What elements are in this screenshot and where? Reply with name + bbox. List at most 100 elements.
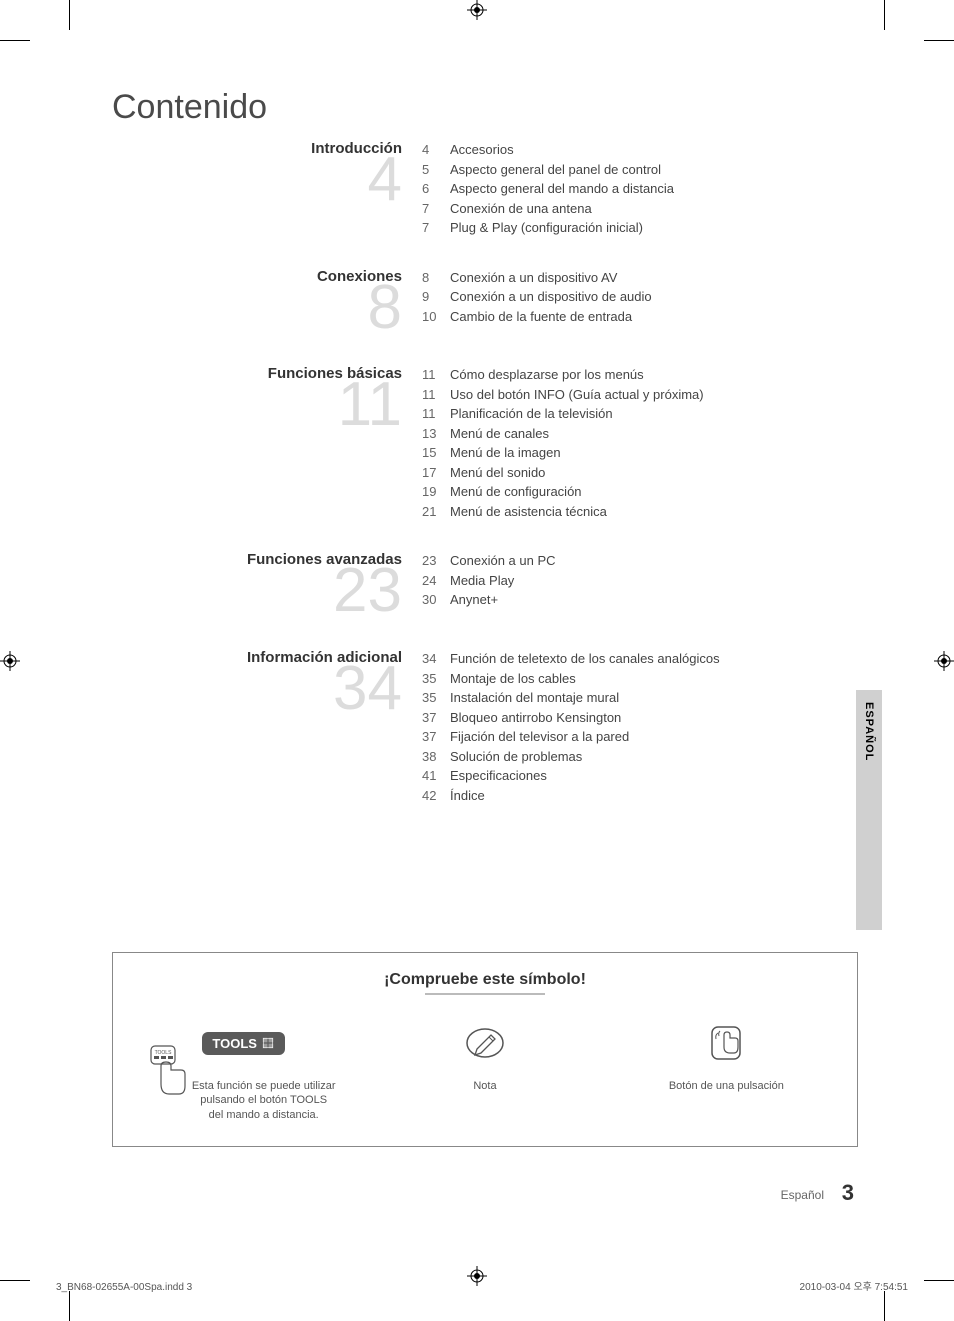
toc-item: 23Conexión a un PC bbox=[422, 551, 852, 571]
hand-remote-icon: TOOLS bbox=[141, 1044, 191, 1104]
toc-section: Conexiones 8 8Conexión a un dispositivo … bbox=[112, 268, 852, 336]
toc-item: 38Solución de problemas bbox=[422, 747, 852, 767]
tools-badge-icon: TOOLS bbox=[202, 1032, 285, 1055]
toc-item: 15Menú de la imagen bbox=[422, 443, 852, 463]
toc-item-page: 5 bbox=[422, 160, 450, 180]
symbol-desc-line: del mando a distancia. bbox=[163, 1108, 364, 1122]
toc-item: 35Instalación del montaje mural bbox=[422, 688, 852, 708]
toc-item-page: 21 bbox=[422, 502, 450, 522]
toc-item: 4Accesorios bbox=[422, 140, 852, 160]
toc-item-page: 24 bbox=[422, 571, 450, 591]
toc-item-page: 10 bbox=[422, 307, 450, 327]
toc-section: Funciones avanzadas 23 23Conexión a un P… bbox=[112, 551, 852, 619]
toc-item-page: 41 bbox=[422, 766, 450, 786]
toc-item-label: Aspecto general del panel de control bbox=[450, 160, 852, 180]
registration-mark-icon bbox=[467, 0, 487, 20]
toc-item: 11Planificación de la televisión bbox=[422, 404, 852, 424]
pencil-icon bbox=[465, 1023, 505, 1063]
toc-item-label: Montaje de los cables bbox=[450, 669, 852, 689]
toc-item-label: Aspecto general del mando a distancia bbox=[450, 179, 852, 199]
toc-item-label: Especificaciones bbox=[450, 766, 852, 786]
svg-text:TOOLS: TOOLS bbox=[155, 1050, 173, 1056]
toc-item: 30Anynet+ bbox=[422, 590, 852, 610]
registration-mark-icon bbox=[0, 651, 20, 671]
toc-item: 7Plug & Play (configuración inicial) bbox=[422, 218, 852, 238]
toc-item-page: 7 bbox=[422, 199, 450, 219]
crop-mark bbox=[0, 1280, 30, 1281]
toc-section-bignum: 23 bbox=[112, 563, 402, 619]
toc-item-label: Cambio de la fuente de entrada bbox=[450, 307, 852, 327]
toc-item-page: 30 bbox=[422, 590, 450, 610]
language-side-tab-label: ESPAÑOL bbox=[863, 702, 875, 761]
toc-item-label: Bloqueo antirrobo Kensington bbox=[450, 708, 852, 728]
toc-item-page: 38 bbox=[422, 747, 450, 767]
toc-item-label: Conexión a un dispositivo AV bbox=[450, 268, 852, 288]
toc-item: 42Índice bbox=[422, 786, 852, 806]
toc-item-page: 8 bbox=[422, 268, 450, 288]
toc-item-page: 11 bbox=[422, 365, 450, 385]
toc-item: 17Menú del sonido bbox=[422, 463, 852, 483]
page-title: Contenido bbox=[112, 88, 267, 127]
crop-mark bbox=[40, 0, 70, 30]
toc-item-label: Función de teletexto de los canales anal… bbox=[450, 649, 852, 669]
toc-item-page: 35 bbox=[422, 688, 450, 708]
crop-mark bbox=[884, 1291, 914, 1321]
toc-item: 34Función de teletexto de los canales an… bbox=[422, 649, 852, 669]
toc-item-label: Cómo desplazarse por los menús bbox=[450, 365, 852, 385]
toc-item-page: 11 bbox=[422, 385, 450, 405]
toc-item-page: 34 bbox=[422, 649, 450, 669]
toc-item-page: 9 bbox=[422, 287, 450, 307]
tools-glyph-icon bbox=[261, 1036, 275, 1050]
toc-item: 11Cómo desplazarse por los menús bbox=[422, 365, 852, 385]
toc-item: 21Menú de asistencia técnica bbox=[422, 502, 852, 522]
toc-item: 35Montaje de los cables bbox=[422, 669, 852, 689]
toc-item-label: Fijación del televisor a la pared bbox=[450, 727, 852, 747]
toc-item: 5Aspecto general del panel de control bbox=[422, 160, 852, 180]
toc-item: 13Menú de canales bbox=[422, 424, 852, 444]
divider bbox=[425, 993, 545, 995]
toc-item-label: Menú de canales bbox=[450, 424, 852, 444]
toc-item-page: 6 bbox=[422, 179, 450, 199]
toc-section-bignum: 11 bbox=[112, 377, 402, 433]
toc-item: 8Conexión a un dispositivo AV bbox=[422, 268, 852, 288]
toc-item-label: Accesorios bbox=[450, 140, 852, 160]
toc-item-page: 7 bbox=[422, 218, 450, 238]
toc-section-bignum: 8 bbox=[112, 280, 402, 336]
toc-item: 19Menú de configuración bbox=[422, 482, 852, 502]
symbol-legend-box: ¡Compruebe este símbolo! TOOLS TOOLS Est… bbox=[112, 952, 858, 1147]
table-of-contents: Introducción 4 4Accesorios 5Aspecto gene… bbox=[112, 140, 852, 835]
toc-item-page: 17 bbox=[422, 463, 450, 483]
toc-item: 37Fijación del televisor a la pared bbox=[422, 727, 852, 747]
hand-press-icon bbox=[706, 1023, 746, 1063]
toc-section-bignum: 34 bbox=[112, 661, 402, 717]
language-side-tab: ESPAÑOL bbox=[856, 690, 882, 930]
toc-item-label: Conexión a un PC bbox=[450, 551, 852, 571]
symbol-desc-line: pulsando el botón TOOLS bbox=[163, 1093, 364, 1107]
crop-mark bbox=[924, 1280, 954, 1281]
toc-item-label: Menú de configuración bbox=[450, 482, 852, 502]
toc-item-label: Uso del botón INFO (Guía actual y próxim… bbox=[450, 385, 852, 405]
footer-language-label: Español bbox=[781, 1188, 824, 1202]
toc-item-label: Conexión a un dispositivo de audio bbox=[450, 287, 852, 307]
toc-section: Introducción 4 4Accesorios 5Aspecto gene… bbox=[112, 140, 852, 238]
footer-page-number: 3 bbox=[842, 1180, 854, 1206]
toc-item-page: 13 bbox=[422, 424, 450, 444]
toc-item-label: Anynet+ bbox=[450, 590, 852, 610]
toc-section-bignum: 4 bbox=[112, 152, 402, 208]
toc-item: 24Media Play bbox=[422, 571, 852, 591]
toc-item-page: 23 bbox=[422, 551, 450, 571]
toc-item-label: Media Play bbox=[450, 571, 852, 591]
toc-item-label: Índice bbox=[450, 786, 852, 806]
toc-item-label: Planificación de la televisión bbox=[450, 404, 852, 424]
toc-item-page: 37 bbox=[422, 727, 450, 747]
toc-item-label: Solución de problemas bbox=[450, 747, 852, 767]
symbol-desc-line: Nota bbox=[364, 1079, 605, 1093]
toc-item: 11Uso del botón INFO (Guía actual y próx… bbox=[422, 385, 852, 405]
symbol-legend-item: Botón de una pulsación bbox=[606, 1021, 847, 1122]
toc-item-label: Plug & Play (configuración inicial) bbox=[450, 218, 852, 238]
toc-item-label: Menú de asistencia técnica bbox=[450, 502, 852, 522]
toc-section: Funciones básicas 11 11Cómo desplazarse … bbox=[112, 365, 852, 521]
toc-section: Información adicional 34 34Función de te… bbox=[112, 649, 852, 805]
toc-item: 7Conexión de una antena bbox=[422, 199, 852, 219]
toc-item-label: Menú del sonido bbox=[450, 463, 852, 483]
